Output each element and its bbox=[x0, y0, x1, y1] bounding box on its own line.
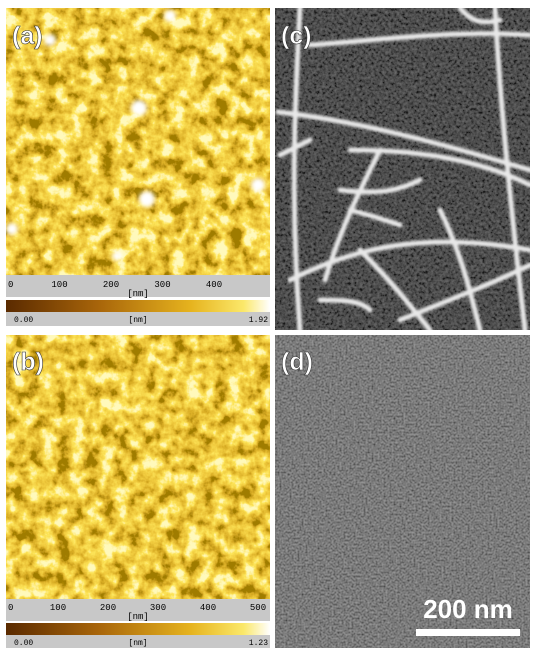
axis-tick-label: 300 bbox=[154, 280, 170, 290]
panel-label: (d) bbox=[281, 348, 313, 376]
axis-unit: [nm] bbox=[127, 612, 149, 622]
scale-bar-label: 200 nm bbox=[423, 594, 513, 624]
colorbar-max: 1.23 bbox=[249, 639, 268, 648]
panel-label: (a) bbox=[12, 22, 43, 50]
colorbar-max: 1.92 bbox=[249, 316, 268, 325]
scale-bar bbox=[416, 629, 520, 636]
colorbar-min: 0.00 bbox=[14, 639, 33, 648]
figure: (a) 0 100 200 300 400 [nm] 0.00 [nm] 1.92 (b) 0 100 2… bbox=[0, 0, 536, 648]
axis-tick-label: 100 bbox=[51, 280, 67, 290]
colorbar bbox=[6, 300, 270, 312]
colorbar bbox=[6, 623, 270, 635]
afm-image bbox=[6, 335, 270, 599]
axis-tick-label: 500 bbox=[250, 603, 266, 613]
axis-tick-label: 400 bbox=[206, 280, 222, 290]
axis-tick-label: 400 bbox=[200, 603, 216, 613]
afm-image bbox=[6, 8, 270, 275]
axis-tick-label: 0 bbox=[8, 603, 13, 613]
axis-tick-label: 300 bbox=[150, 603, 166, 613]
panel-label: (c) bbox=[281, 22, 312, 50]
colorbar-min: 0.00 bbox=[14, 316, 33, 325]
colorbar-unit: [nm] bbox=[128, 316, 147, 325]
axis-unit: [nm] bbox=[127, 289, 149, 299]
axis-tick-label: 0 bbox=[8, 280, 13, 290]
panel-label: (b) bbox=[12, 348, 44, 376]
axis-tick-label: 200 bbox=[100, 603, 116, 613]
colorbar-unit: [nm] bbox=[128, 639, 147, 648]
axis-tick-label: 100 bbox=[50, 603, 66, 613]
axis-tick-label: 200 bbox=[103, 280, 119, 290]
